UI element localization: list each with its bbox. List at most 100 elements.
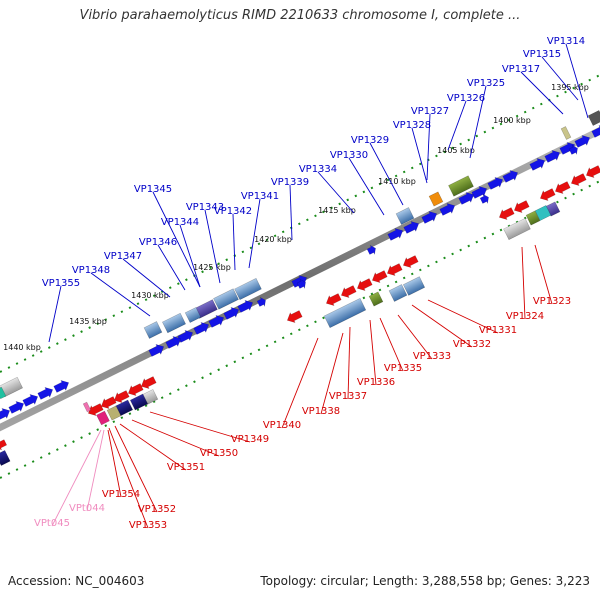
reverse-gene-arrow (554, 181, 571, 194)
reverse-gene-arrow (539, 188, 556, 201)
leader-line (521, 246, 526, 320)
feature-box-tan (560, 126, 572, 140)
feature-box-orange (428, 191, 444, 207)
reverse-gene-arrow (140, 376, 157, 389)
forward-gene-arrow (165, 336, 182, 349)
gene-glyphs (0, 110, 600, 466)
gene-label-forward: VP1348 (72, 265, 110, 276)
leader-line (379, 317, 404, 372)
gene-label-reverse: VP1349 (231, 434, 269, 445)
forward-gene-arrow (574, 135, 591, 148)
gene-label-reverse: VP1323 (533, 296, 571, 307)
gene-label-forward: VP1344 (161, 217, 199, 228)
forward-gene-arrow (177, 330, 194, 343)
leader-line (248, 198, 261, 269)
gene-label-forward: VP1355 (42, 278, 80, 289)
kbp-tick-label: 1415 kbp (318, 206, 356, 215)
leader-line (347, 326, 351, 400)
leader-line (411, 127, 428, 184)
leader-line (426, 113, 431, 181)
reverse-gene-arrow (513, 200, 530, 213)
feature-box-dark (587, 110, 600, 126)
leader-line (320, 332, 344, 415)
gene-label-forward: VP1328 (393, 120, 431, 131)
forward-gene-arrow (22, 394, 39, 407)
forward-gene-marker (568, 144, 578, 156)
leader-line (469, 85, 487, 159)
kbp-tick-label: 1395 kbp (551, 83, 589, 92)
gene-label-forward: VP1317 (502, 64, 540, 75)
gene-label-reverse: VP1333 (413, 351, 451, 362)
gene-label-reverse: VP1336 (357, 377, 395, 388)
forward-gene-arrow (471, 186, 488, 199)
kbp-tick-label: 1405 kbp (437, 146, 475, 155)
leader-line (281, 337, 319, 429)
leader-line (90, 272, 151, 317)
gene-label-trna: VPt045 (34, 518, 70, 529)
gene-label-reverse: VP1340 (263, 420, 301, 431)
gene-label-reverse: VP1332 (453, 339, 491, 350)
gene-label-reverse: VP1354 (102, 489, 140, 500)
reverse-gene-arrow (402, 255, 419, 268)
gene-label-forward: VP1325 (467, 78, 505, 89)
reverse-gene-arrow (100, 396, 117, 409)
feature-box-navy (0, 450, 11, 466)
feature-box-blue (184, 307, 202, 323)
reverse-gene-arrow (340, 285, 357, 298)
gene-label-reverse: VP1350 (200, 448, 238, 459)
forward-gene-marker (256, 296, 266, 308)
gene-label-forward: VP1327 (411, 106, 449, 117)
reverse-gene-arrow (585, 165, 600, 178)
leader-line (119, 423, 187, 471)
leader-line (149, 411, 251, 443)
feature-box-teal (0, 386, 7, 400)
forward-gene-arrow (193, 322, 210, 335)
forward-gene-marker (479, 193, 489, 205)
gene-label-forward: VP1329 (351, 135, 389, 146)
forward-gene-arrow (439, 203, 456, 216)
forward-gene-arrow (387, 228, 404, 241)
reverse-gene-arrow (87, 403, 104, 416)
feature-box-blue (388, 284, 408, 302)
kbp-tick-label: 1400 kbp (493, 116, 531, 125)
gene-label-forward: VP1343 (186, 202, 224, 213)
gene-label-forward: VP1339 (271, 177, 309, 188)
leader-line (397, 314, 433, 360)
forward-gene-arrow (37, 387, 54, 400)
gene-label-forward: VP1330 (330, 150, 368, 161)
feature-box-pink (82, 401, 92, 413)
reverse-gene-arrow (113, 390, 130, 403)
reverse-gene-arrow (570, 173, 587, 186)
gene-label-forward: VP1342 (214, 206, 252, 217)
forward-gene-arrow (148, 344, 165, 357)
kbp-tick-label: 1430 kbp (131, 291, 169, 300)
gene-label-forward: VP1334 (299, 164, 337, 175)
reverse-gene-arrow (325, 293, 342, 306)
forward-gene-arrow (502, 170, 519, 183)
forward-gene-marker (296, 278, 306, 290)
forward-gene-arrow (223, 307, 240, 320)
forward-gene-arrow (403, 221, 420, 234)
leader-line (317, 171, 355, 214)
leader-line (131, 419, 220, 457)
leader-line (369, 142, 404, 206)
forward-gene-arrow (529, 158, 546, 171)
feature-box-olive (448, 175, 474, 197)
leader-line (108, 427, 149, 529)
leader-line (520, 71, 564, 115)
leader-line (107, 429, 122, 498)
feature-box-magenta (96, 410, 110, 426)
reverse-gene-arrow (0, 439, 8, 451)
forward-gene-marker (366, 244, 376, 256)
forward-gene-arrow (544, 150, 561, 163)
kbp-tick-label: 1420 kbp (254, 235, 292, 244)
outer-tick-track (0, 74, 600, 373)
forward-gene-arrow (421, 211, 438, 224)
reverse-gene-arrow (498, 207, 515, 220)
forward-gene-arrow (237, 300, 254, 313)
gene-labels: VP1314 VP1315 VP1317 VP1325 VP1326 VP1327 VP13… (34, 36, 589, 531)
leader-line (204, 209, 221, 284)
leader-line (411, 304, 473, 348)
forward-gene-arrow (0, 408, 11, 421)
leader-line (114, 425, 158, 513)
